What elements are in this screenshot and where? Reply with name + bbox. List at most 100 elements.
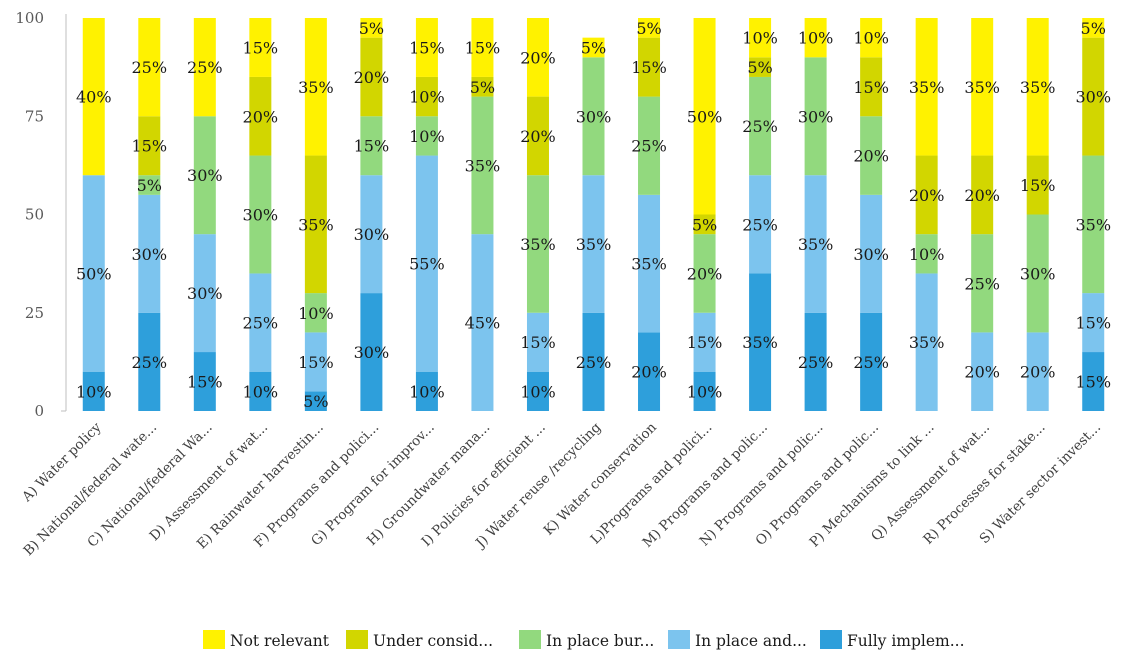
data-label: 15% bbox=[1020, 176, 1056, 195]
bar-segment bbox=[193, 116, 216, 235]
data-label: 30% bbox=[576, 107, 612, 126]
bar-segment bbox=[804, 57, 827, 176]
bar-segment bbox=[1026, 214, 1049, 333]
bar-segment bbox=[915, 18, 938, 156]
bar-segment bbox=[304, 391, 327, 411]
data-label: 35% bbox=[520, 235, 556, 254]
data-label: 5% bbox=[692, 215, 717, 234]
bar-segment bbox=[1082, 155, 1105, 294]
bar-segment bbox=[860, 57, 883, 117]
data-label: 35% bbox=[798, 235, 834, 254]
bar-segment bbox=[138, 312, 161, 411]
bar-segment bbox=[82, 175, 105, 372]
bar-segment bbox=[749, 18, 772, 58]
bar-segment bbox=[638, 18, 661, 38]
bar-segment bbox=[138, 175, 161, 195]
bar-segment bbox=[304, 18, 327, 156]
bar-segment bbox=[860, 194, 883, 313]
data-label: 15% bbox=[1075, 314, 1111, 333]
bar-segment bbox=[1026, 155, 1049, 215]
data-label: 10% bbox=[409, 88, 445, 107]
data-label: 30% bbox=[798, 107, 834, 126]
bar-segment bbox=[749, 175, 772, 274]
data-label: 15% bbox=[187, 373, 223, 392]
bar-segment bbox=[415, 76, 438, 117]
bar-segment bbox=[582, 57, 605, 176]
data-label: 50% bbox=[687, 107, 723, 126]
legend-label: In place bur... bbox=[546, 632, 654, 650]
category-label: K) Water conservation bbox=[541, 419, 660, 538]
bar-segment bbox=[749, 76, 772, 176]
bar-segment bbox=[804, 312, 827, 411]
data-label: 35% bbox=[909, 333, 945, 352]
bar-segment bbox=[471, 76, 494, 97]
data-label: 25% bbox=[132, 58, 168, 77]
bar-segment bbox=[193, 234, 216, 353]
bar-segment bbox=[1082, 352, 1105, 411]
data-label: 10% bbox=[853, 29, 889, 48]
data-label: 35% bbox=[631, 255, 667, 274]
data-label: 20% bbox=[631, 363, 667, 382]
data-label: 15% bbox=[631, 58, 667, 77]
data-label: 25% bbox=[243, 314, 279, 333]
bar-segment bbox=[582, 175, 605, 313]
bar-segment bbox=[693, 312, 716, 372]
bar-segment bbox=[915, 234, 938, 274]
data-label: 5% bbox=[137, 176, 162, 195]
bar-segment bbox=[1026, 332, 1049, 411]
bar-segment bbox=[249, 155, 272, 274]
data-label: 20% bbox=[964, 186, 1000, 205]
y-tick-label: 50 bbox=[25, 206, 44, 224]
bar-segment bbox=[693, 234, 716, 313]
data-label: 25% bbox=[742, 215, 778, 234]
data-label: 35% bbox=[964, 78, 1000, 97]
bar-segment bbox=[971, 155, 994, 235]
data-label: 45% bbox=[465, 314, 501, 333]
y-tick-label: 100 bbox=[15, 9, 44, 27]
data-label: 30% bbox=[853, 245, 889, 264]
bar-segment bbox=[138, 18, 161, 117]
data-label: 35% bbox=[576, 235, 612, 254]
data-label: 20% bbox=[354, 68, 390, 87]
data-label: 25% bbox=[742, 117, 778, 136]
legend-label: Under consid... bbox=[373, 632, 493, 650]
bar-segment bbox=[526, 175, 549, 313]
bar-segment bbox=[249, 273, 272, 372]
data-label: 35% bbox=[465, 156, 501, 175]
bar-segment bbox=[193, 18, 216, 117]
data-label: 35% bbox=[1020, 78, 1056, 97]
bar-segment bbox=[860, 312, 883, 411]
data-label: 15% bbox=[298, 353, 334, 372]
data-label: 30% bbox=[1075, 88, 1111, 107]
bar-segment bbox=[638, 194, 661, 333]
data-label: 20% bbox=[520, 48, 556, 67]
data-label: 35% bbox=[1075, 215, 1111, 234]
data-label: 15% bbox=[520, 333, 556, 352]
data-label: 15% bbox=[132, 137, 168, 156]
bar-segment bbox=[360, 37, 383, 117]
bar-segment bbox=[304, 332, 327, 392]
bar-segment bbox=[526, 371, 549, 411]
bar-segment bbox=[82, 371, 105, 411]
bar-segment bbox=[1082, 293, 1105, 353]
bar-segment bbox=[526, 18, 549, 97]
bar-segment bbox=[304, 155, 327, 294]
bar-segment bbox=[360, 175, 383, 294]
y-tick-label: 75 bbox=[25, 107, 44, 125]
bar-segment bbox=[249, 18, 272, 77]
legend-label: Not relevant bbox=[230, 632, 330, 650]
bar-segment bbox=[138, 116, 161, 176]
data-label: 10% bbox=[409, 382, 445, 401]
data-label: 5% bbox=[636, 19, 661, 38]
bar-segment bbox=[415, 155, 438, 372]
data-label: 25% bbox=[798, 353, 834, 372]
data-label: 15% bbox=[243, 38, 279, 57]
data-label: 55% bbox=[409, 255, 445, 274]
bar-segment bbox=[471, 18, 494, 77]
data-label: 5% bbox=[359, 19, 384, 38]
data-label: 10% bbox=[520, 382, 556, 401]
bar-segment bbox=[638, 96, 661, 195]
data-label: 10% bbox=[298, 304, 334, 323]
